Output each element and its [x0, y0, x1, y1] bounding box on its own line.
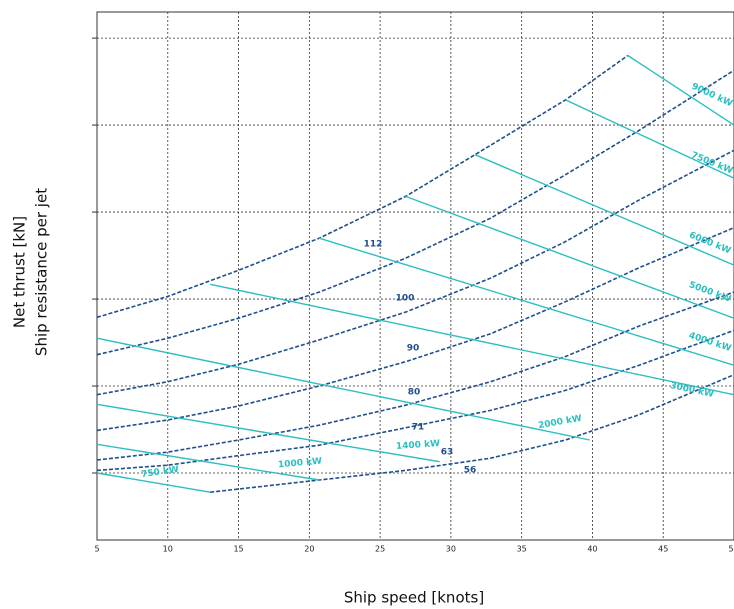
x-axis-label: Ship speed [knots]: [344, 589, 484, 607]
series-label: 112: [364, 240, 383, 250]
y-axis-label: Ship resistance per jet: [33, 188, 51, 356]
series-line: [96, 149, 734, 396]
series-line: [96, 403, 440, 463]
series-line: [96, 54, 629, 319]
x-tick-label: 5: [728, 545, 733, 554]
series-label: 6000 kW: [687, 231, 732, 257]
x-tick-label: 40: [587, 545, 597, 554]
series-line: [96, 329, 734, 472]
series-label: 80: [408, 388, 421, 398]
series-label: 1400 kW: [396, 439, 441, 452]
series-line: [96, 226, 734, 432]
x-tick-label: 5: [94, 545, 99, 554]
series-line: [474, 154, 734, 266]
series-label: 9000 kW: [690, 82, 734, 110]
x-tick-label: 15: [233, 545, 243, 554]
series-label: 56: [464, 466, 477, 476]
series-line: [96, 443, 320, 481]
series-line: [96, 472, 211, 493]
x-tick-label: 20: [304, 545, 314, 554]
series-label: 4000 kW: [687, 331, 732, 354]
series-label: 63: [441, 448, 454, 458]
series-line: [318, 237, 734, 366]
series-label: 3000 kW: [669, 381, 714, 400]
series-line: [96, 291, 734, 461]
series-label: 5000 kW: [687, 280, 732, 305]
series-label: 2000 kW: [537, 414, 582, 432]
series-label: 71: [412, 423, 425, 433]
series-label: 90: [407, 344, 420, 354]
series-line: [405, 195, 734, 319]
x-tick-label: 10: [163, 545, 173, 554]
series-label: 1000 kW: [278, 457, 323, 471]
series-line: [627, 54, 734, 126]
series-line: [565, 99, 734, 179]
x-tick-label: 45: [658, 545, 668, 554]
plot-frame: [96, 11, 734, 541]
series-line: [96, 337, 590, 441]
x-tick-label: 35: [517, 545, 527, 554]
series-line: [96, 69, 734, 356]
y-axis-label: Net thrust [kN]: [11, 216, 29, 328]
x-tick-label: 30: [446, 545, 456, 554]
x-tick-label: 25: [375, 545, 385, 554]
series-label: 100: [396, 294, 415, 304]
series-line: [210, 283, 734, 396]
